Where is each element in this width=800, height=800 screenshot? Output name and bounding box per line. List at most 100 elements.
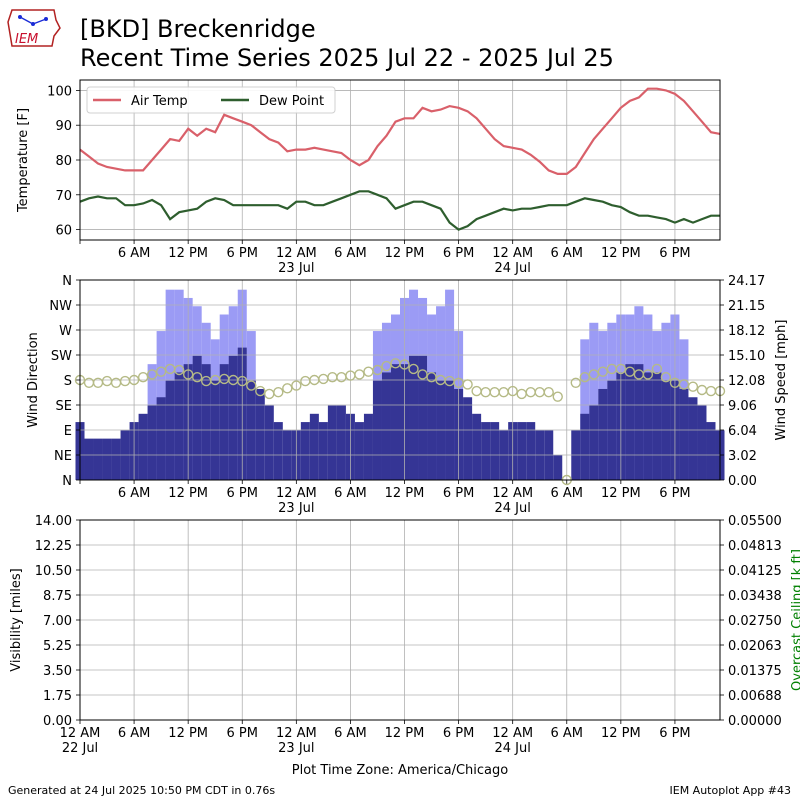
wind-direction-point	[101, 375, 113, 387]
wind-speed-bar	[481, 422, 491, 480]
y-tick-label: 3.50	[43, 664, 72, 679]
y2-tick-label: 0.04125	[728, 564, 782, 579]
wind-direction-point	[255, 385, 266, 397]
y-tick-label: 60	[55, 224, 72, 239]
wind-direction-point	[273, 387, 284, 398]
wind-direction-point	[543, 387, 554, 398]
wind-direction-point	[516, 388, 527, 400]
wind-direction-point	[119, 375, 131, 387]
wind-speed-bar	[589, 405, 599, 480]
x-tick-sublabel: 23 Jul	[278, 261, 314, 276]
wind-speed-bar	[111, 438, 121, 480]
y-tick-label: 100	[47, 84, 72, 99]
y2-tick-label: 21.15	[728, 299, 765, 314]
wind-speed-bar	[93, 438, 103, 480]
wind-direction-point	[579, 372, 590, 383]
svg-text:IEM: IEM	[15, 32, 38, 47]
wind-speed-bar	[381, 372, 391, 480]
legend-label: Dew Point	[259, 94, 324, 109]
wind-speed-bar	[652, 372, 662, 480]
y-axis-label: Wind Direction	[26, 332, 41, 428]
y2-tick-label: 0.00000	[728, 714, 782, 729]
y-tick-label: 7.00	[43, 614, 72, 629]
y2-tick-label: 0.02063	[728, 639, 782, 654]
wind-direction-point	[570, 377, 581, 388]
wind-direction-point	[291, 380, 302, 391]
wind-direction-point	[615, 363, 627, 375]
wind-direction-point	[282, 383, 293, 394]
wind-direction-point	[687, 381, 699, 392]
y2-tick-label: 18.12	[728, 324, 765, 339]
wind-direction-point	[660, 372, 672, 383]
wind-direction-point	[624, 366, 636, 377]
y-tick-label: 80	[55, 154, 72, 169]
x-tick-label: 12 PM	[168, 486, 208, 501]
y-tick-label: SW	[51, 349, 72, 364]
x-tick-label: 12 AM	[492, 726, 533, 741]
wind-speed-bar	[363, 413, 373, 480]
y-tick-label: 1.75	[43, 689, 72, 704]
y2-tick-label: 12.08	[728, 374, 765, 389]
wind-speed-bar	[688, 397, 698, 480]
y-tick-label: NE	[54, 449, 72, 464]
wind-direction-point	[182, 369, 194, 380]
wind-speed-bar	[697, 405, 707, 480]
wind-speed-bar	[679, 388, 689, 480]
y2-tick-label: 0.01375	[728, 664, 782, 679]
wind-speed-bar	[192, 355, 202, 480]
x-tick-label: 6 AM	[118, 726, 151, 741]
y-tick-label: 12.25	[35, 539, 72, 554]
x-tick-label: 12 AM	[492, 246, 533, 261]
app-credit: IEM Autoplot App #43	[669, 784, 792, 797]
wind-speed-bar	[327, 405, 337, 480]
wind-speed-bar	[390, 364, 400, 480]
wind-speed-bar	[526, 422, 536, 480]
wind-gust-bar	[589, 322, 599, 480]
x-tick-label: 12 AM	[276, 726, 317, 741]
wind-direction-point	[417, 369, 428, 380]
y2-tick-label: 0.04813	[728, 539, 782, 554]
x-tick-label: 6 PM	[659, 726, 690, 741]
y-tick-label: 14.00	[35, 514, 72, 529]
x-tick-label: 6 AM	[118, 486, 151, 501]
x-tick-label: 12 PM	[601, 486, 641, 501]
wind-direction-point	[534, 387, 545, 398]
x-tick-label: 6 PM	[659, 486, 690, 501]
wind-direction-point	[705, 385, 717, 397]
wind-speed-bar	[553, 455, 563, 480]
y2-axis-label: Wind Speed [mph]	[774, 320, 789, 441]
y-tick-label: W	[59, 324, 72, 339]
wind-speed-bar	[427, 372, 437, 480]
wind-speed-bar	[156, 397, 166, 480]
wind-direction-point	[237, 375, 248, 387]
y2-tick-label: 15.10	[728, 349, 765, 364]
x-tick-sublabel: 23 Jul	[278, 741, 314, 756]
wind-speed-bar	[228, 355, 238, 480]
y-tick-label: N	[62, 474, 72, 489]
y-tick-label: N	[62, 274, 72, 289]
wind-speed-bar	[418, 355, 428, 480]
wind-direction-point	[498, 387, 509, 398]
wind-direction-point	[399, 359, 410, 370]
x-tick-label: 12 PM	[601, 246, 641, 261]
x-tick-label: 6 AM	[118, 246, 151, 261]
wind-speed-bar	[84, 438, 94, 480]
wind-speed-bar	[102, 438, 112, 480]
x-tick-label: 12 PM	[385, 726, 425, 741]
legend-box	[86, 86, 336, 114]
wind-speed-bar	[174, 372, 184, 480]
y-tick-label: E	[64, 424, 72, 439]
wind-speed-bar	[201, 364, 211, 480]
series-line-dew-point	[79, 190, 720, 231]
plot-frame	[79, 279, 721, 481]
y2-tick-label: 0.00	[728, 474, 757, 489]
plot-frame	[79, 79, 721, 241]
x-tick-label: 6 PM	[227, 486, 258, 501]
wind-direction-point	[507, 385, 518, 397]
x-tick-label: 12 PM	[601, 726, 641, 741]
wind-direction-point	[525, 387, 536, 398]
wind-direction-point	[372, 364, 383, 376]
x-tick-sublabel: 24 Jul	[494, 741, 530, 756]
plot-frame	[79, 519, 721, 721]
y-tick-label: 0.00	[43, 714, 72, 729]
